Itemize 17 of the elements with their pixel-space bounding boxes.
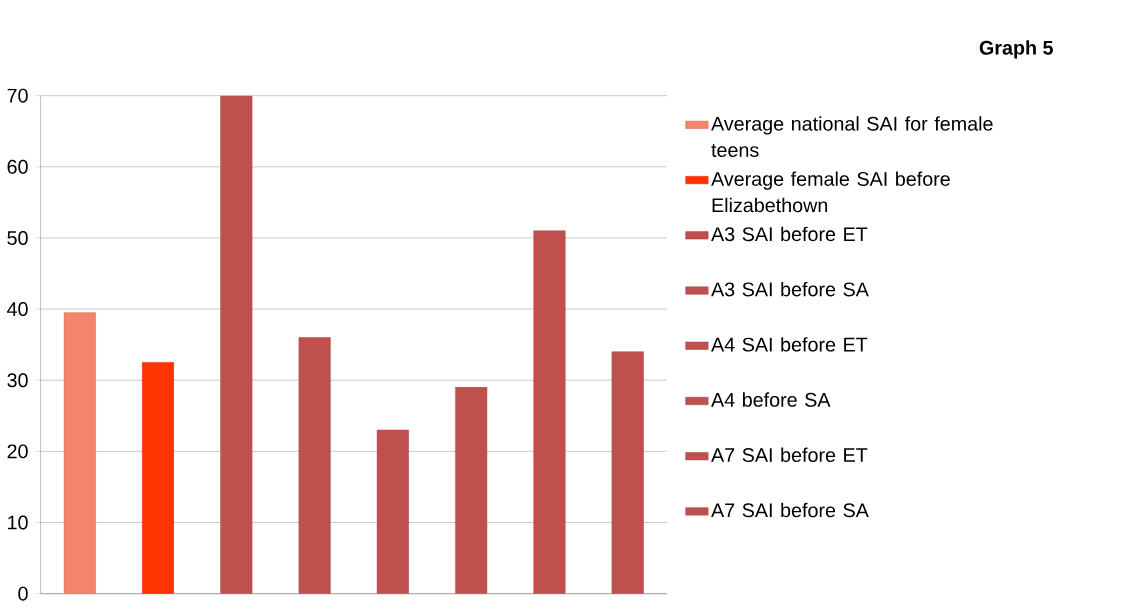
y-tick-label: 70 — [7, 88, 28, 103]
legend-label: A3 SAI before SA — [711, 281, 869, 297]
y-tick-label: 60 — [7, 159, 28, 174]
legend-label: A7 SAI before SA — [711, 502, 869, 518]
y-tick-label: 50 — [7, 230, 28, 245]
y-tick-label: 30 — [7, 373, 28, 388]
legend-label: Average female SAI before Elizabethown — [711, 171, 950, 213]
legend-label: A4 SAI before ET — [711, 336, 868, 352]
y-tick-label: 20 — [7, 444, 28, 459]
y-tick-label: 40 — [7, 301, 28, 316]
legend-label: A4 before SA — [711, 392, 831, 407]
legend-label: Average national SAI for female teens — [711, 116, 993, 157]
y-tick-label: 10 — [8, 515, 28, 530]
y-tick-label: 0 — [18, 586, 28, 601]
legend-label: A3 SAI before ET — [711, 226, 868, 241]
text: Graph 5 — [979, 40, 1053, 59]
legend-label: A7 SAI before ET — [711, 447, 868, 462]
